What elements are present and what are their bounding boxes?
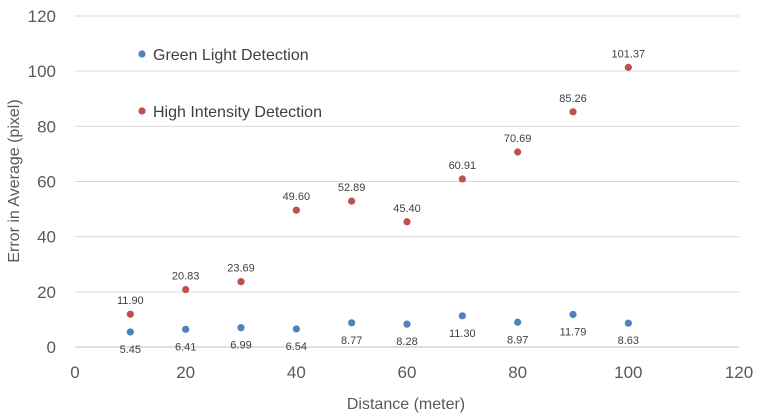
- x-tick-label: 0: [70, 363, 79, 382]
- data-label: 23.69: [227, 263, 255, 275]
- data-label: 52.89: [338, 182, 366, 194]
- data-point: [458, 312, 466, 320]
- data-label: 6.99: [230, 340, 251, 352]
- data-point: [458, 175, 466, 183]
- gridlines: [75, 15, 739, 293]
- data-point: [514, 318, 522, 326]
- data-point: [348, 197, 356, 205]
- legend-entry: Green Light Detection: [153, 47, 309, 64]
- axes: 0 20 40 60 80 100 120 0 20 40 60 80 100 120: [28, 7, 754, 382]
- data-label: 101.37: [612, 48, 646, 60]
- data-label: 8.77: [341, 335, 362, 347]
- y-axis-title: Error in Average (pixel): [6, 99, 23, 262]
- data-point: [624, 319, 632, 327]
- x-tick-label: 120: [725, 363, 753, 382]
- data-point: [182, 285, 190, 294]
- data-labels: 5.45 6.41 6.99 6.54 8.77 8.28 11.30 8.97 11.79 8.…: [117, 48, 645, 356]
- data-label: 8.97: [507, 334, 528, 346]
- data-point: [292, 206, 300, 214]
- data-label: 49.60: [283, 191, 311, 203]
- y-tick-label: 60: [37, 173, 56, 192]
- data-point: [569, 108, 577, 116]
- data-label: 11.79: [560, 326, 587, 338]
- data-label: 70.69: [504, 133, 532, 145]
- x-tick-label: 20: [176, 363, 195, 382]
- data-points: [126, 63, 632, 336]
- data-label: 8.63: [618, 335, 639, 347]
- data-point: [403, 218, 411, 226]
- legend: Green Light Detection High Intensity Dete…: [138, 47, 322, 121]
- data-point: [514, 148, 522, 156]
- data-label: 85.26: [559, 93, 587, 105]
- data-label: 5.45: [120, 344, 141, 356]
- data-point: [237, 278, 245, 286]
- data-point: [348, 319, 356, 327]
- legend-entry: High Intensity Detection: [153, 104, 322, 121]
- y-tick-label: 0: [47, 338, 56, 357]
- data-point: [569, 310, 577, 319]
- data-label: 6.41: [175, 341, 196, 353]
- y-tick-label: 80: [37, 117, 56, 136]
- y-tick-label: 120: [28, 7, 56, 26]
- data-point: [237, 324, 245, 332]
- data-label: 8.28: [396, 336, 417, 348]
- x-tick-label: 40: [287, 363, 306, 382]
- x-tick-label: 60: [398, 363, 417, 382]
- x-axis-title: Distance (meter): [347, 396, 465, 413]
- y-tick-label: 100: [28, 62, 56, 81]
- legend-marker: [138, 50, 146, 58]
- data-point: [292, 325, 300, 333]
- data-label: 60.91: [449, 160, 477, 172]
- data-point: [182, 325, 190, 333]
- data-label: 20.83: [172, 271, 200, 283]
- y-tick-label: 40: [37, 228, 56, 247]
- data-point: [126, 310, 134, 318]
- x-tick-label: 80: [508, 363, 527, 382]
- data-point: [624, 63, 632, 71]
- data-label: 45.40: [393, 203, 421, 215]
- y-tick-label: 20: [37, 283, 56, 302]
- data-label: 6.54: [286, 341, 307, 353]
- data-label: 11.90: [117, 295, 144, 307]
- data-label: 11.30: [449, 328, 476, 340]
- data-point: [126, 328, 134, 336]
- data-point: [403, 320, 411, 328]
- x-tick-label: 100: [614, 363, 642, 382]
- legend-marker: [138, 107, 146, 115]
